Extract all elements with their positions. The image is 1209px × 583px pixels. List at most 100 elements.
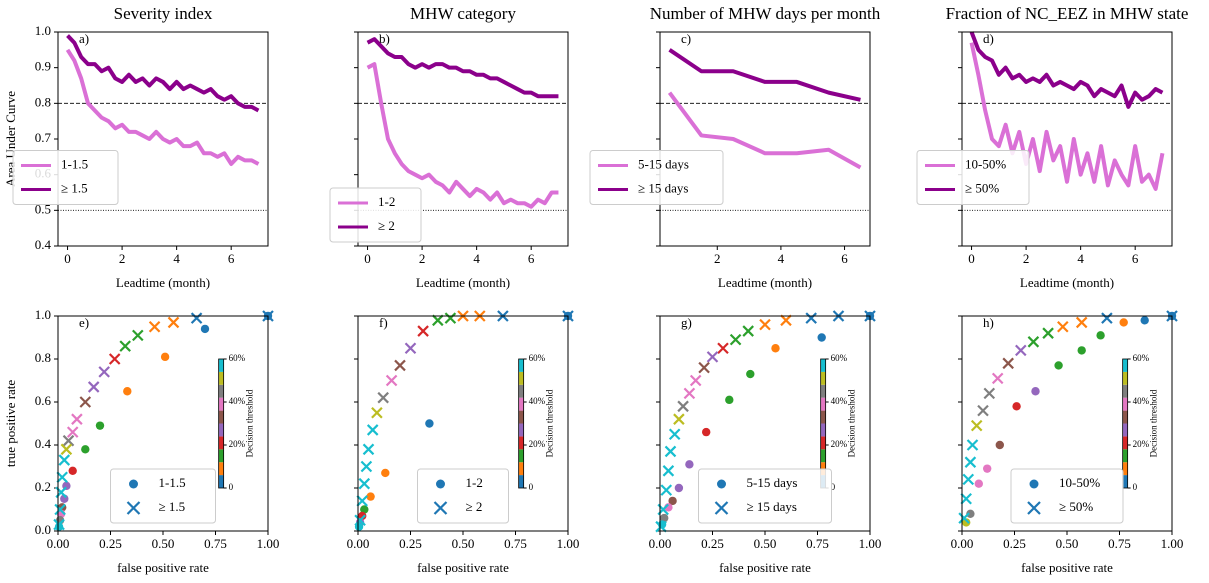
- series-line: [969, 31, 1164, 109]
- y-tick-label: 0.0: [35, 522, 51, 537]
- colorbar-label: Decision threshold: [847, 389, 857, 457]
- dot-point: [962, 518, 971, 527]
- series-line: [65, 48, 260, 166]
- x-tick-label: 4: [1077, 251, 1084, 266]
- colorbar-segment: [820, 436, 826, 450]
- colorbar-segment: [1122, 475, 1128, 488]
- cross-point: [970, 419, 983, 432]
- dot-point: [123, 387, 132, 396]
- colorbar-segment: [218, 359, 224, 372]
- colorbar-segment: [518, 359, 524, 372]
- dot-point: [702, 427, 711, 437]
- x-axis-label: Leadtime (month): [1020, 275, 1114, 290]
- axes-frame: [357, 31, 569, 247]
- x-tick-label: 2: [714, 251, 721, 266]
- colorbar-segment: [518, 397, 524, 411]
- colorbar-segment: [1122, 449, 1128, 463]
- dot-point: [425, 419, 434, 428]
- cross-point: [660, 484, 673, 496]
- cross-point: [58, 454, 71, 466]
- x-tick-label: 0.00: [649, 536, 672, 551]
- colorbar-tick-label: 40%: [831, 396, 848, 406]
- x-axis-label: Leadtime (month): [718, 275, 812, 290]
- x-tick-label: 0.50: [452, 536, 475, 551]
- colorbar-segment: [820, 397, 826, 411]
- panel-annotation: d): [983, 31, 994, 46]
- colorbar-segment: [1122, 436, 1128, 450]
- cross-point: [780, 314, 792, 327]
- axes-frame: [57, 31, 269, 247]
- x-tick-label: 0.50: [754, 536, 777, 551]
- dot-point: [660, 513, 669, 523]
- x-tick-label: 4: [173, 251, 180, 266]
- colorbar-segment: [1122, 423, 1128, 437]
- legend-label: ≥ 15 days: [747, 499, 797, 514]
- cross-point: [698, 361, 710, 374]
- colorbar-tick-label: 20%: [529, 439, 546, 449]
- cross-point: [962, 473, 975, 486]
- x-tick-label: 4: [473, 251, 480, 266]
- colorbar-segment: [518, 449, 524, 463]
- x-tick-label: 0.75: [1108, 536, 1131, 551]
- x-tick-label: 0: [364, 251, 371, 266]
- cross-point: [394, 359, 406, 372]
- x-tick-label: 2: [119, 251, 126, 266]
- legend-box: [698, 468, 832, 524]
- x-tick-label: 0.25: [1003, 536, 1026, 551]
- cross-point: [966, 439, 979, 451]
- cross-point: [683, 387, 696, 400]
- colorbar-tick-label: 60%: [229, 353, 246, 363]
- x-tick-label: 1.00: [859, 536, 882, 551]
- colorbar-segment: [518, 436, 524, 450]
- x-axis-label: false positive rate: [1021, 560, 1113, 575]
- colorbar-segment: [820, 371, 826, 385]
- dot-point: [1054, 361, 1063, 370]
- panel-title: MHW category: [410, 4, 516, 23]
- cross-point: [983, 387, 996, 400]
- dot-point: [995, 440, 1004, 450]
- x-tick-label: 2: [419, 251, 426, 266]
- cross-point: [79, 396, 92, 408]
- cross-point: [742, 325, 754, 337]
- axes-frame: [961, 31, 1173, 247]
- x-tick-label: 0.75: [806, 536, 829, 551]
- dot-point: [1077, 346, 1086, 355]
- dot-point: [358, 511, 367, 521]
- cross-point: [71, 413, 83, 425]
- cross-point: [991, 372, 1004, 385]
- dot-point: [200, 324, 210, 334]
- colorbar-segment: [518, 371, 524, 385]
- legend-swatch: [129, 479, 138, 489]
- cross-point: [1042, 327, 1054, 339]
- cross-point: [108, 353, 121, 365]
- colorbar-frame: [518, 358, 525, 489]
- panel-annotation: a): [79, 31, 89, 46]
- colorbar-frame: [1122, 358, 1129, 489]
- colorbar-tick-label: 40%: [1133, 396, 1150, 406]
- cross-point: [66, 426, 79, 438]
- axes-frame: [961, 315, 1173, 532]
- cross-point: [385, 374, 398, 387]
- cross-point: [662, 465, 675, 477]
- cross-point: [805, 312, 817, 324]
- dot-point: [1119, 318, 1128, 327]
- axes-frame: [57, 315, 269, 532]
- series-line: [366, 62, 559, 209]
- cross-point: [56, 471, 68, 484]
- legend-label: ≥ 2: [378, 218, 395, 233]
- cross-point: [54, 503, 66, 516]
- cross-point: [1057, 320, 1069, 333]
- cross-point: [404, 342, 417, 355]
- cross-point: [759, 318, 771, 331]
- legend-label: 1-2: [378, 194, 395, 209]
- x-tick-label: 4: [778, 251, 785, 266]
- colorbar-segment: [1122, 410, 1128, 424]
- dot-point: [1012, 402, 1021, 411]
- y-tick-label: 1.0: [35, 23, 51, 38]
- colorbar-tick-label: 0: [229, 482, 234, 492]
- cross-point: [1101, 312, 1113, 324]
- series-line: [969, 42, 1165, 191]
- panel-title: Severity index: [114, 4, 213, 23]
- dot-point: [54, 522, 64, 531]
- series-line: [668, 48, 861, 102]
